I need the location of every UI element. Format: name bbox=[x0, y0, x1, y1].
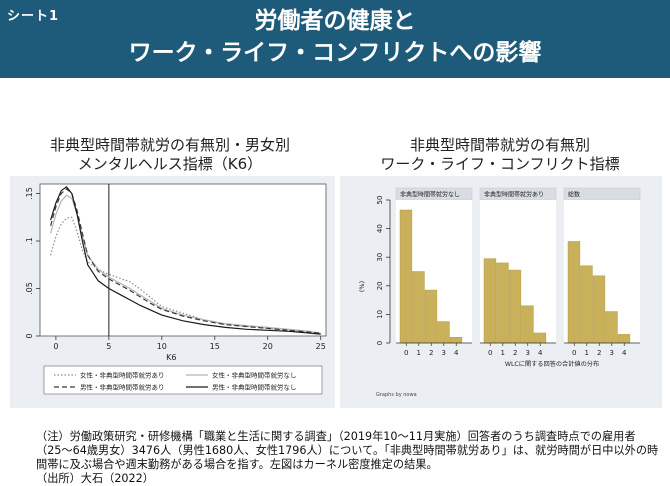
histogram-bar bbox=[592, 275, 606, 344]
y-tick-label: .15 bbox=[25, 187, 34, 200]
sheet-label: シート1 bbox=[7, 9, 60, 24]
y-tick-label: .05 bbox=[25, 282, 34, 295]
y-axis-label: (%) bbox=[358, 281, 366, 292]
x-tick-label: 10 bbox=[157, 342, 167, 351]
x-tick-label: 0 bbox=[572, 349, 576, 357]
y-tick-label: 50 bbox=[376, 196, 384, 205]
header-banner: シート1 労働者の健康と ワーク・ライフ・コンフリクトへの影響 bbox=[0, 0, 670, 78]
legend-label: 男性・非典型時間帯就労なし bbox=[212, 383, 297, 392]
legend-label: 女性・非典型時間帯就労あり bbox=[80, 371, 165, 380]
x-tick-label: 3 bbox=[526, 349, 530, 357]
footnote-line: 間帯に及ぶ場合や週末勤務がある場合を指す。左図はカーネル密度推定の結果。 bbox=[36, 458, 438, 471]
legend-box bbox=[43, 365, 323, 395]
x-tick-label: 3 bbox=[442, 349, 446, 357]
histogram-bar bbox=[533, 332, 547, 344]
x-tick-label: 20 bbox=[263, 342, 273, 351]
histogram-bar bbox=[424, 289, 438, 344]
legend-label: 男性・非典型時間帯就労あり bbox=[80, 383, 165, 392]
x-tick-label: 0 bbox=[53, 342, 58, 351]
series-line bbox=[50, 194, 321, 334]
panel-title: 非典型時間帯就労あり bbox=[484, 191, 544, 199]
histogram-bar bbox=[437, 321, 450, 344]
page-title-line2: ワーク・ライフ・コンフリクトへの影響 bbox=[128, 40, 542, 66]
histogram-bar bbox=[617, 334, 631, 344]
x-tick-label: 1 bbox=[501, 349, 505, 357]
page-title: 労働者の健康と ワーク・ライフ・コンフリクトへの影響 bbox=[0, 5, 670, 69]
histogram-bar bbox=[567, 241, 581, 344]
graph-note: Graphs by nowa bbox=[376, 392, 417, 398]
right-chart-title-line1: 非典型時間帯就労の有無別 bbox=[409, 136, 590, 154]
left-chart-title-line2: メンタルヘルス指標（K6） bbox=[77, 155, 263, 173]
source-line: （出所）大石（2022） bbox=[36, 472, 154, 485]
x-tick-label: 3 bbox=[610, 349, 614, 357]
histogram-bar bbox=[483, 258, 497, 344]
histogram-bar bbox=[605, 311, 618, 344]
page-title-line1: 労働者の健康と bbox=[254, 8, 416, 34]
x-tick-label: 1 bbox=[585, 349, 589, 357]
panel-title: 非典型時間帯就労なし bbox=[400, 191, 460, 199]
right-chart-title: 非典型時間帯就労の有無別 ワーク・ライフ・コンフリクト指標 bbox=[340, 136, 660, 174]
legend-label: 女性・非典型時間帯就労なし bbox=[212, 371, 297, 380]
histogram-bar bbox=[412, 271, 425, 344]
x-tick-label: 0 bbox=[404, 349, 408, 357]
x-tick-label: 0 bbox=[488, 349, 492, 357]
y-tick-label: 0 bbox=[376, 341, 384, 345]
y-tick-label: 20 bbox=[376, 281, 384, 290]
left-chart-panel: 0 .05 .1 .15 0 5 10 15 20 25 K6 女性・非典型時間帯就労あり 女性・非典型… bbox=[10, 176, 335, 408]
histogram-bar bbox=[496, 262, 509, 344]
x-tick-label: 2 bbox=[597, 349, 601, 357]
left-chart-title-line1: 非典型時間帯就労の有無別・男女別 bbox=[49, 136, 290, 154]
x-tick-label: 15 bbox=[210, 342, 220, 351]
histogram-bar bbox=[508, 269, 522, 344]
right-chart-title-line2: ワーク・ライフ・コンフリクト指標 bbox=[380, 155, 620, 173]
series-line bbox=[50, 185, 321, 335]
y-tick-label: .1 bbox=[25, 237, 34, 245]
series-line bbox=[50, 216, 321, 334]
x-tick-label: 2 bbox=[513, 349, 517, 357]
x-tick-label: 2 bbox=[429, 349, 433, 357]
footnotes: （注）労働政策研究・研修機構「職業と生活に関する調査」（2019年10～11月実… bbox=[36, 430, 659, 486]
right-chart-panel: 0 10 20 30 40 50 (%) 非典型時間帯就労なし 0 1 2 3 4 非典型時間帯就労あり 0… bbox=[340, 176, 662, 408]
histogram-bar bbox=[449, 337, 463, 344]
x-tick-label: 4 bbox=[454, 349, 459, 357]
y-tick-label: 30 bbox=[376, 253, 384, 262]
x-tick-label: 5 bbox=[106, 342, 111, 351]
x-axis-label: WLCに関する回答の合計値の分布 bbox=[505, 360, 599, 368]
panel-title: 総数 bbox=[568, 191, 580, 199]
footnote-line: （25～64歳男女）3476人（男性1680人、女性1796人）について。「非典… bbox=[36, 444, 659, 457]
histogram-bar bbox=[399, 209, 413, 344]
y-tick-label: 40 bbox=[376, 224, 384, 233]
histogram-bar bbox=[580, 265, 593, 344]
series-line bbox=[50, 187, 321, 334]
footnote-line: （注）労働政策研究・研修機構「職業と生活に関する調査」（2019年10～11月実… bbox=[36, 430, 636, 443]
y-tick-label: 10 bbox=[376, 310, 384, 319]
x-axis-label: K6 bbox=[166, 353, 176, 362]
histogram-bar bbox=[521, 305, 534, 344]
x-tick-label: 4 bbox=[538, 349, 543, 357]
x-tick-label: 1 bbox=[417, 349, 421, 357]
left-chart-title: 非典型時間帯就労の有無別・男女別 メンタルヘルス指標（K6） bbox=[10, 136, 330, 174]
x-tick-label: 4 bbox=[622, 349, 627, 357]
x-tick-label: 25 bbox=[316, 342, 326, 351]
plot-area bbox=[39, 183, 327, 337]
y-tick-label: 0 bbox=[25, 333, 34, 338]
